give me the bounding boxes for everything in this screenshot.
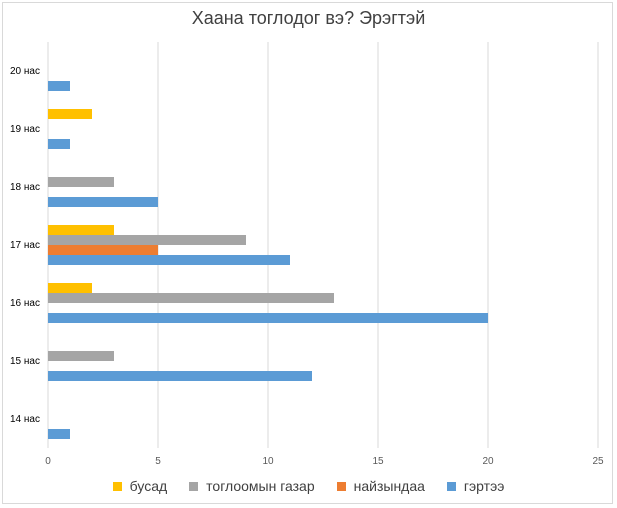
category-label: 19 нас [10, 124, 40, 135]
legend-item: гэртээ [446, 478, 505, 494]
bar [48, 293, 334, 303]
x-tick-label: 10 [262, 456, 274, 467]
bar [48, 197, 158, 207]
category-label: 16 нас [10, 298, 40, 309]
bar [48, 283, 92, 293]
bar [48, 429, 70, 439]
category-label: 17 нас [10, 240, 40, 251]
x-tick-label: 25 [592, 456, 604, 467]
bar [48, 313, 488, 323]
bar [48, 139, 70, 149]
bars [48, 81, 488, 439]
bar [48, 81, 70, 91]
legend-label: найзындаа [353, 478, 425, 494]
x-tick-labels: 0 5 10 15 20 25 [45, 456, 604, 467]
legend-swatch [112, 481, 122, 491]
category-label: 15 нас [10, 356, 40, 367]
x-tick-label: 0 [45, 456, 51, 467]
legend-swatch [446, 481, 456, 491]
legend-item: тоглоомын газар [189, 478, 315, 494]
bar [48, 351, 114, 361]
category-label: 18 нас [10, 182, 40, 193]
category-label: 14 нас [10, 414, 40, 425]
legend-label: тоглоомын газар [206, 478, 315, 494]
legend-item: найзындаа [336, 478, 425, 494]
bar [48, 177, 114, 187]
legend-label: гэртээ [463, 478, 505, 494]
bar [48, 245, 158, 255]
category-label: 20 нас [10, 66, 40, 77]
legend-item: бусад [112, 478, 168, 494]
bar [48, 109, 92, 119]
x-tick-label: 15 [372, 456, 384, 467]
plot-area: 0 5 10 15 20 25 14 нас 15 нас 16 нас 17 нас 18 на… [10, 42, 604, 467]
x-tick-label: 20 [482, 456, 494, 467]
legend-swatch [336, 481, 346, 491]
bar [48, 235, 246, 245]
bar [48, 225, 114, 235]
bar [48, 371, 312, 381]
chart-title: Хаана тоглодог вэ? Эрэгтэй [191, 8, 426, 28]
bar [48, 255, 290, 265]
x-tick-label: 5 [155, 456, 161, 467]
legend-label: бусад [129, 478, 168, 494]
legend: бусад тоглоомын газар найзындаа гэртээ [0, 478, 617, 494]
category-labels: 14 нас 15 нас 16 нас 17 нас 18 нас 19 нас 20 н… [10, 66, 40, 425]
legend-swatch [189, 481, 199, 491]
